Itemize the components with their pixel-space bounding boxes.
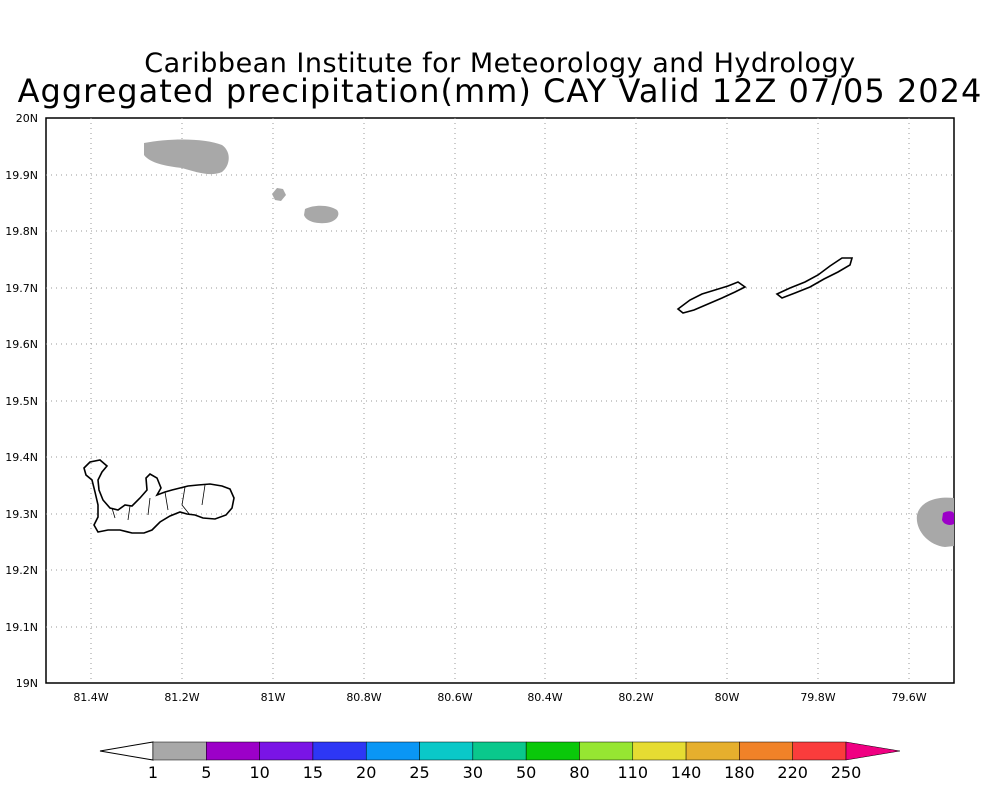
x-tick-labels: 81.4W 81.2W 81W 80.8W 80.6W 80.4W 80.2W … [73,691,926,704]
colorbar-label: 5 [201,763,211,782]
colorbar-over-triangle [845,741,901,761]
colorbar-box [632,741,687,761]
x-tick-label: 81.4W [73,691,108,704]
colorbar-label: 80 [569,763,589,782]
map-frame [45,117,955,684]
colorbar-label: 10 [249,763,269,782]
x-tick-label: 80.6W [437,691,472,704]
y-tick-label: 19.7N [5,282,38,295]
title-line-2: Aggregated precipitation(mm) CAY Valid 1… [17,72,983,110]
y-tick-label: 19.1N [5,621,38,634]
y-tick-labels: 20N 19.9N 19.8N 19.7N 19.6N 19.5N 19.4N … [5,112,38,690]
cayman-brac-outline [775,257,854,299]
y-tick-label: 19.8N [5,225,38,238]
colorbar-box [579,741,634,761]
colorbar-box [365,741,420,761]
x-tick-label: 81.2W [164,691,199,704]
colorbar-box [685,741,740,761]
colorbar-box [312,741,367,761]
precip-area-gray-east [916,497,954,547]
little-cayman-outline [676,281,747,314]
colorbar-box [206,741,260,761]
title-line-1: Caribbean Institute for Meteorology and … [144,48,856,79]
colorbar-label: 180 [724,763,755,782]
grand-cayman-districts [111,484,206,521]
colorbar-box [259,741,314,761]
colorbar-label: 110 [617,763,648,782]
y-tick-label: 20N [16,112,38,125]
colorbar-box [152,741,207,761]
colorbar-label: 250 [831,763,862,782]
x-tick-label: 79.6W [891,691,926,704]
x-tick-label: 80.4W [527,691,562,704]
x-tick-label: 80W [715,691,740,704]
colorbar-label: 15 [303,763,323,782]
grid-lines [46,118,954,683]
colorbar-boxes [152,741,847,761]
precip-area-gray-small [272,188,286,201]
x-tick-label: 81W [261,691,286,704]
islands [83,257,854,534]
x-tick-label: 80.8W [346,691,381,704]
colorbar-under-triangle [99,741,154,761]
colorbar-label: 140 [671,763,702,782]
colorbar-label: 20 [356,763,376,782]
colorbar-box [419,741,474,761]
x-tick-label: 79.8W [800,691,835,704]
y-tick-label: 19.5N [5,395,38,408]
colorbar-box [472,741,527,761]
precip-area-gray-mid [304,205,339,224]
x-tick-label: 80.2W [618,691,653,704]
y-tick-label: 19.3N [5,508,38,521]
colorbar-box [739,741,793,761]
colorbar: 1 5 10 15 20 25 30 50 80 110 140 180 220 250 [99,741,901,782]
colorbar-box [792,741,847,761]
colorbar-label: 220 [777,763,808,782]
y-tick-label: 19.4N [5,451,38,464]
precip-areas [144,139,954,547]
colorbar-box [525,741,580,761]
y-tick-label: 19.6N [5,338,38,351]
precip-area-gray-north [144,139,229,175]
precip-area-magenta-east [942,511,954,525]
colorbar-label: 25 [409,763,429,782]
colorbar-label: 1 [148,763,158,782]
grand-cayman-outline [83,459,235,534]
colorbar-label: 50 [516,763,536,782]
y-tick-label: 19.2N [5,564,38,577]
y-tick-label: 19N [16,677,38,690]
y-tick-label: 19.9N [5,169,38,182]
colorbar-label: 30 [463,763,483,782]
colorbar-labels: 1 5 10 15 20 25 30 50 80 110 140 180 220 250 [148,763,861,782]
